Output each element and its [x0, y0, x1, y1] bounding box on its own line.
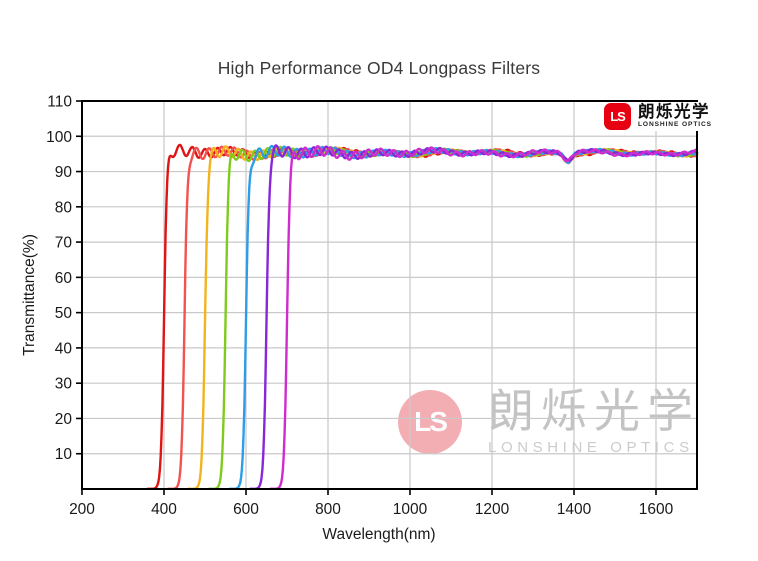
brand-monogram: LS — [610, 109, 626, 124]
x-tick-label: 600 — [233, 501, 259, 518]
curve-650nm-longpass — [248, 144, 699, 490]
curve-700nm-longpass — [269, 145, 699, 490]
x-tick-label: 400 — [151, 501, 177, 518]
watermark: LS 朗烁光学 LONSHINE OPTICS — [398, 388, 700, 455]
y-tick-label: 60 — [55, 270, 73, 287]
x-tick-label: 1200 — [475, 501, 510, 518]
y-tick-label: 80 — [55, 199, 73, 216]
x-tick-label: 1400 — [557, 501, 592, 518]
y-tick-label: 90 — [55, 164, 73, 181]
plot-frame — [81, 100, 698, 490]
watermark-ls-logo-icon: LS — [398, 389, 462, 454]
y-tick-label: 110 — [47, 94, 72, 111]
y-tick-label: 100 — [46, 129, 72, 146]
y-tick-label: 20 — [55, 411, 73, 428]
y-tick-label: 50 — [55, 305, 73, 322]
brand-ls-logo-icon: LS — [604, 103, 631, 130]
curve-550nm-longpass — [207, 145, 699, 490]
watermark-monogram: LS — [414, 405, 448, 437]
x-tick-label: 200 — [69, 501, 95, 518]
brand-name-en: LONSHINE OPTICS — [638, 121, 712, 129]
y-axis-label: Transmittance(%) — [21, 234, 38, 356]
y-tick-label: 40 — [55, 340, 73, 357]
x-axis-label: Wavelength(nm) — [322, 526, 436, 543]
watermark-name-cn: 朗烁光学 — [488, 385, 700, 437]
x-tick-label: 800 — [315, 501, 341, 518]
y-tick-label: 10 — [55, 446, 73, 463]
curve-450nm-longpass — [166, 145, 699, 490]
brand-logo: LS 朗烁光学 LONSHINE OPTICS — [600, 102, 716, 131]
watermark-name-en: LONSHINE OPTICS — [488, 439, 694, 456]
curve-600nm-longpass — [228, 144, 699, 490]
y-tick-label: 30 — [55, 376, 73, 393]
x-tick-label: 1000 — [393, 501, 428, 518]
curve-400nm-longpass — [146, 143, 699, 490]
chart-title: High Performance OD4 Longpass Filters — [217, 58, 541, 78]
y-tick-label: 70 — [55, 235, 73, 252]
brand-name-cn: 朗烁光学 — [638, 102, 710, 121]
x-tick-label: 1600 — [639, 501, 674, 518]
